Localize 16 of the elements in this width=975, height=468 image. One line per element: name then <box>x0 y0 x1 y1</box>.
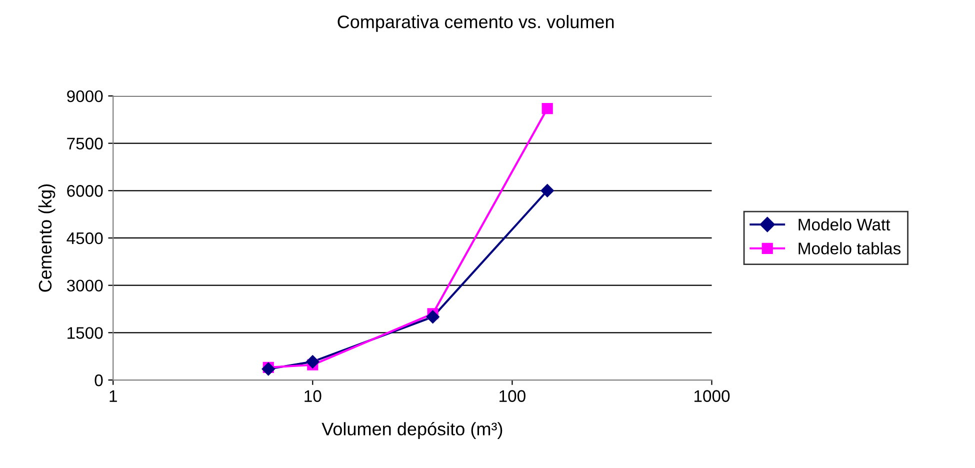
y-tick-label: 1500 <box>68 327 103 339</box>
x-axis-title: Volumen depósito (m³) <box>322 422 502 439</box>
y-tick-label: 9000 <box>67 90 103 102</box>
y-axis-title: Cemento (kg) <box>38 184 56 292</box>
x-tick-label: 10 <box>304 390 322 402</box>
x-tick-label: 100 <box>500 390 526 402</box>
y-tick-label: 7500 <box>67 138 103 150</box>
legend-label: Modelo tablas <box>798 242 901 254</box>
x-tick-label: 1 <box>110 390 117 402</box>
y-tick-label: 3000 <box>66 280 103 292</box>
legend-label: Modelo Watt <box>798 218 890 231</box>
y-tick-label: 6000 <box>67 185 103 197</box>
chart-title: Comparativa cemento vs. volumen <box>338 14 614 32</box>
y-tick-label: 0 <box>94 374 103 386</box>
x-tick-label: 1000 <box>694 390 730 402</box>
y-tick-label: 4500 <box>66 232 103 244</box>
